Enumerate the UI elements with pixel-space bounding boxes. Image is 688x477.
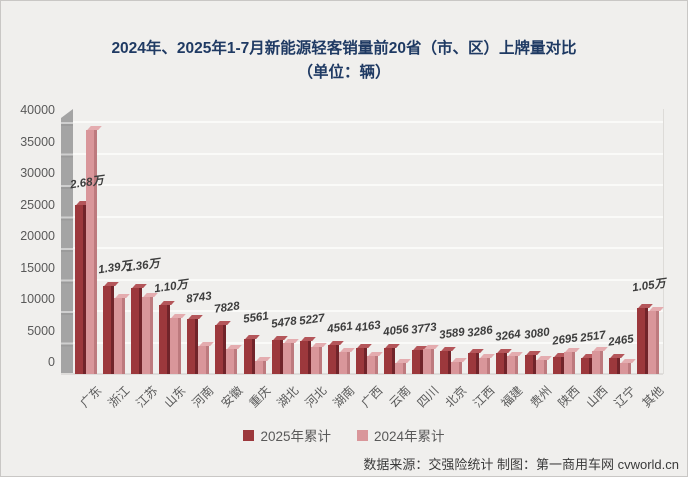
gridline-25000	[73, 215, 663, 218]
bar-2024-辽宁	[619, 363, 631, 374]
bar-2024-广东	[86, 129, 97, 374]
y-axis: 0 5000 10000 15000 20000 25000 30000 35000 40000	[1, 103, 57, 374]
bar-2024-江西	[479, 357, 491, 374]
y-tick-5000: 5000	[27, 323, 55, 338]
bar-2025-江苏	[131, 288, 143, 374]
bar-group-河南: 8743	[185, 109, 213, 374]
legend: 2025年累计 2024年累计	[1, 425, 687, 445]
bar-group-辽宁: 2465	[607, 109, 635, 374]
bar-group-湖南: 4561	[326, 109, 354, 374]
bar-2025-江西	[468, 353, 480, 374]
bar-2024-福建	[507, 355, 519, 374]
bar-2025-广西	[355, 347, 367, 374]
bar-2025-四川	[412, 350, 424, 374]
legend-item-2024: 2024年累计	[357, 425, 445, 445]
legend-label-2024: 2024年累计	[374, 429, 445, 444]
y-tick-15000: 15000	[20, 260, 55, 275]
bar-group-其他: 1.05万	[631, 109, 667, 374]
bar-group-广西: 4163	[354, 109, 382, 374]
3d-wall	[61, 109, 73, 374]
y-tick-35000: 35000	[20, 134, 55, 149]
bar-2025-河南	[187, 318, 199, 374]
bar-2024-山东	[170, 317, 182, 374]
bar-2025-北京	[440, 351, 452, 374]
bar-2024-河南	[198, 346, 210, 374]
bar-group-山东: 1.10万	[154, 109, 189, 374]
gridline-5000	[73, 341, 663, 344]
bar-2024-北京	[451, 362, 463, 374]
bar-2024-湖北	[282, 343, 294, 374]
bar-group-安徽: 7828	[213, 109, 241, 374]
bar-2025-云南	[384, 348, 396, 374]
bar-group-北京: 3589	[438, 109, 466, 374]
legend-label-2025: 2025年累计	[260, 429, 331, 444]
legend-item-2025: 2025年累计	[243, 425, 331, 445]
bar-group-湖北: 5478	[270, 109, 298, 374]
bar-2025-辽宁	[608, 358, 620, 374]
x-axis-line	[61, 373, 663, 375]
bar-2024-广西	[366, 356, 378, 374]
bar-group-山西: 2517	[579, 109, 607, 374]
bar-2024-其他	[647, 311, 659, 374]
gridline-30000	[73, 184, 663, 186]
bar-2025-其他	[636, 307, 648, 374]
bar-2025-福建	[496, 353, 508, 374]
gridline-40000	[73, 121, 663, 123]
bar-group-福建: 3264	[494, 109, 522, 374]
bar-group-广东: 2.68万	[70, 109, 105, 374]
bar-2025-山东	[159, 304, 171, 374]
y-tick-25000: 25000	[20, 197, 55, 212]
gridline-20000	[73, 247, 663, 249]
bar-2024-四川	[423, 348, 435, 374]
bar-2025-湖南	[327, 345, 339, 374]
y-tick-30000: 30000	[20, 166, 55, 180]
bar-2025-湖北	[271, 339, 283, 374]
gridline-15000	[73, 278, 663, 281]
bar-group-云南: 4056	[382, 109, 410, 374]
bar-2024-河北	[310, 346, 322, 374]
bar-2024-江苏	[142, 296, 154, 374]
bar-2024-云南	[395, 363, 407, 374]
y-tick-10000: 10000	[20, 292, 55, 306]
legend-swatch-2025	[243, 429, 255, 441]
bar-2024-重庆	[254, 361, 266, 374]
y-tick-40000: 40000	[20, 103, 55, 117]
chart-title: 2024年、2025年1-7月新能源轻客销量前20省（市、区）上牌量对比 （单位…	[1, 37, 687, 85]
data-source-credit: 数据来源：交强险统计 制图：第一商用车网 cvworld.cn	[363, 457, 679, 472]
bar-group-浙江: 1.39万	[98, 109, 133, 374]
bar-2024-浙江	[114, 297, 126, 374]
y-tick-20000: 20000	[20, 229, 55, 243]
gridline-35000	[73, 152, 663, 155]
bar-2024-山西	[591, 350, 603, 374]
bar-2024-安徽	[226, 349, 238, 374]
x-axis-labels: 广东 浙江 江苏 山东 河南 安徽 重庆 湖北 河北 湖南 广西 云南 四川 北京 江西 福建 贵州 陕西 山西 辽宁…	[73, 374, 666, 426]
bar-group-陕西: 2695	[551, 109, 579, 374]
bar-group-江西: 3286	[466, 109, 494, 374]
legend-swatch-2024	[357, 429, 368, 441]
bar-2024-陕西	[563, 351, 575, 374]
gridline-10000	[73, 310, 663, 312]
bar-2025-贵州	[524, 354, 536, 374]
bar-2025-陕西	[552, 357, 564, 374]
bar-group-贵州: 3080	[523, 109, 551, 374]
bar-2024-湖南	[338, 351, 350, 374]
bar-2025-重庆	[243, 338, 255, 374]
y-tick-0: 0	[48, 355, 55, 369]
bar-2024-贵州	[535, 359, 547, 374]
bar-2025-河北	[299, 341, 311, 374]
bar-group-重庆: 5561	[242, 109, 270, 374]
bar-group-河北: 5227	[298, 109, 326, 374]
bar-2025-浙江	[103, 286, 115, 374]
plot-area: 2.68万 1.39万 1.36万 1.10万 8743 7828 5561 5478 5227…	[61, 109, 667, 375]
bar-2025-山西	[580, 358, 592, 374]
chart-title-line1: 2024年、2025年1-7月新能源轻客销量前20省（市、区）上牌量对比	[111, 40, 577, 57]
bar-group-四川: 3773	[410, 109, 438, 374]
bar-2025-广东	[75, 205, 86, 374]
bar-2025-安徽	[215, 324, 227, 374]
chart-title-line2: （单位：辆）	[297, 64, 391, 82]
bar-group-江苏: 1.36万	[126, 109, 161, 374]
